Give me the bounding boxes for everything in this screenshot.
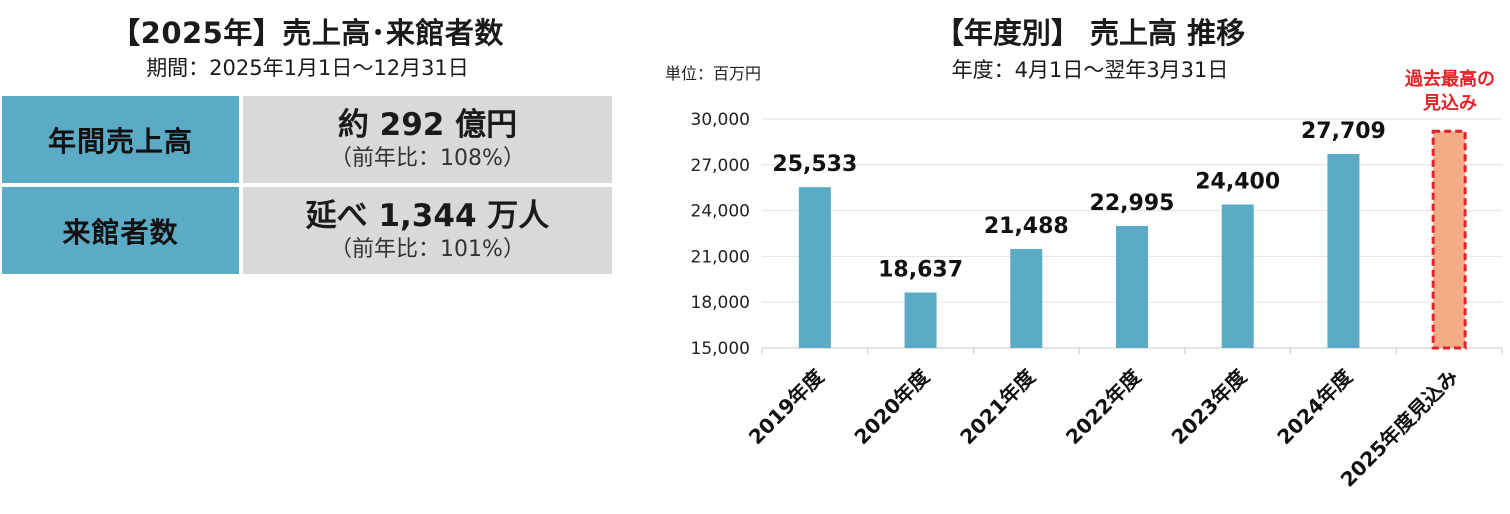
chart-title: 【年度別】 売上高 推移 [934, 16, 1246, 50]
x-category-label: 2020年度 [849, 364, 934, 449]
record-annotation: 過去最高の 見込み [1385, 68, 1510, 116]
chart-panel: 15,000 18,000 21,000 24,000 27,000 30,000 25,5… [640, 0, 1510, 514]
summary-panel: 【2025年】売上高･来館者数 期間：2025年1月1日～12月31日 年間売上… [0, 0, 615, 514]
summary-period: 期間：2025年1月1日～12月31日 [146, 56, 469, 80]
annotation-line-1: 過去最高の [1405, 69, 1495, 90]
visitors-value: 延べ 1,344 万人 [305, 197, 550, 234]
y-tick-label: 24,000 [691, 202, 750, 222]
y-tick-label: 15,000 [691, 339, 750, 359]
annotation-line-2: 見込み [1423, 93, 1477, 114]
x-category-label: 2023年度 [1167, 364, 1252, 449]
x-category-label: 2022年度 [1061, 364, 1146, 449]
visitors-value-cell: 延べ 1,344 万人 （前年比：101%） [243, 187, 612, 274]
summary-table: 年間売上高 約 292 億円 （前年比：108%） 来館者数 延べ 1,344 … [2, 96, 612, 278]
sales-label: 年間売上高 [2, 96, 239, 183]
summary-row-visitors: 来館者数 延べ 1,344 万人 （前年比：101%） [2, 187, 612, 274]
bar-value-label: 18,637 [878, 257, 963, 282]
sales-bar-chart: 15,000 18,000 21,000 24,000 27,000 30,000 25,5… [691, 110, 1503, 492]
sales-yoy: （前年比：108%） [330, 145, 525, 171]
bar-value-label: 22,995 [1090, 191, 1175, 216]
bar [1327, 153, 1360, 348]
bar-value-label: 21,488 [984, 214, 1069, 239]
unit-label: 単位：百万円 [665, 64, 762, 83]
summary-row-sales: 年間売上高 約 292 億円 （前年比：108%） [2, 96, 612, 183]
bar-value-label: 25,533 [772, 152, 857, 177]
bar [1221, 204, 1254, 348]
y-tick-label: 27,000 [691, 156, 750, 176]
y-tick-label: 21,000 [691, 247, 750, 267]
bar [1116, 225, 1148, 348]
sales-value: 約 292 億円 [337, 106, 518, 143]
bar [798, 187, 831, 348]
y-tick-label: 30,000 [691, 110, 750, 130]
bar [1010, 248, 1043, 348]
bar-forecast [1431, 129, 1467, 350]
bar-value-label: 24,400 [1195, 169, 1280, 194]
x-category-label: 2019年度 [744, 364, 829, 449]
visitors-label: 来館者数 [2, 187, 239, 274]
summary-title: 【2025年】売上高･来館者数 [111, 16, 504, 50]
visitors-yoy: （前年比：101%） [330, 236, 525, 262]
bar [904, 292, 937, 348]
y-tick-label: 18,000 [691, 293, 750, 313]
bar-value-label: 27,709 [1301, 119, 1386, 144]
chart-subtitle: 年度：4月1日～翌年3月31日 [951, 58, 1229, 82]
x-category-label: 2024年度 [1272, 364, 1357, 449]
x-category-label: 2021年度 [955, 364, 1040, 449]
sales-value-cell: 約 292 億円 （前年比：108%） [243, 96, 612, 183]
